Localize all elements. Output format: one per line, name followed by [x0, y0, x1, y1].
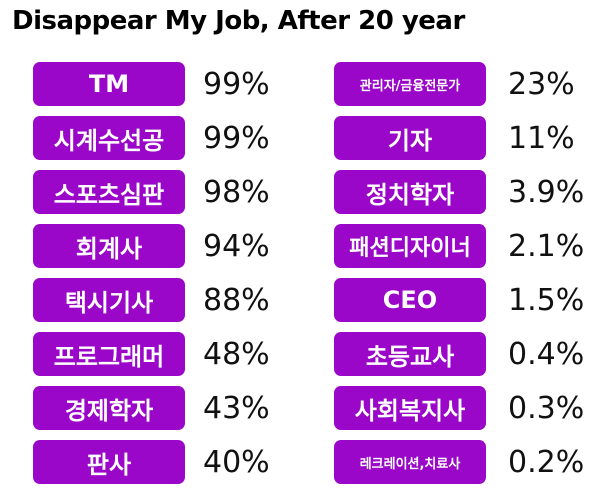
job-label: 스포츠심판 [33, 170, 185, 214]
job-row: 경제학자 43% [33, 386, 270, 430]
job-percent: 43% [203, 390, 270, 426]
job-percent: 48% [203, 336, 270, 372]
job-row: 택시기사 88% [33, 278, 270, 322]
job-row: 패션디자이너 2.1% [334, 224, 584, 268]
job-percent: 23% [508, 66, 575, 102]
job-label: 회계사 [33, 224, 185, 268]
job-row: 시계수선공 99% [33, 116, 270, 160]
job-percent: 98% [203, 174, 270, 210]
job-label: 관리자/금융전문가 [334, 62, 486, 106]
job-percent: 0.4% [508, 336, 585, 372]
job-label: 판사 [33, 440, 185, 484]
job-label: 패션디자이너 [334, 224, 486, 268]
job-percent: 3.9% [508, 174, 585, 210]
job-label: 초등교사 [334, 332, 486, 376]
job-row: 회계사 94% [33, 224, 270, 268]
job-percent: 99% [203, 66, 270, 102]
job-label: 레크레이션,치료사 [334, 440, 486, 484]
job-percent: 94% [203, 228, 270, 264]
job-row: CEO 1.5% [334, 278, 584, 322]
job-label: 정치학자 [334, 170, 486, 214]
job-percent: 2.1% [508, 228, 585, 264]
job-label: 기자 [334, 116, 486, 160]
job-row: 정치학자 3.9% [334, 170, 584, 214]
job-percent: 40% [203, 444, 270, 480]
chart-title: Disappear My Job, After 20 year [12, 6, 465, 36]
job-label: 택시기사 [33, 278, 185, 322]
job-row: 프로그래머 48% [33, 332, 270, 376]
job-percent: 11% [508, 120, 575, 156]
job-percent: 88% [203, 282, 270, 318]
job-percent: 1.5% [508, 282, 585, 318]
job-row: TM 99% [33, 62, 270, 106]
job-percent: 0.2% [508, 444, 585, 480]
job-label: 경제학자 [33, 386, 185, 430]
job-row: 관리자/금융전문가 23% [334, 62, 575, 106]
job-row: 판사 40% [33, 440, 270, 484]
job-label: 시계수선공 [33, 116, 185, 160]
job-label: 사회복지사 [334, 386, 486, 430]
job-row: 사회복지사 0.3% [334, 386, 584, 430]
job-label: 프로그래머 [33, 332, 185, 376]
job-percent: 99% [203, 120, 270, 156]
job-label: TM [33, 62, 185, 106]
job-row: 기자 11% [334, 116, 575, 160]
job-row: 초등교사 0.4% [334, 332, 584, 376]
job-label: CEO [334, 278, 486, 322]
job-percent: 0.3% [508, 390, 585, 426]
job-row: 레크레이션,치료사 0.2% [334, 440, 584, 484]
job-row: 스포츠심판 98% [33, 170, 270, 214]
